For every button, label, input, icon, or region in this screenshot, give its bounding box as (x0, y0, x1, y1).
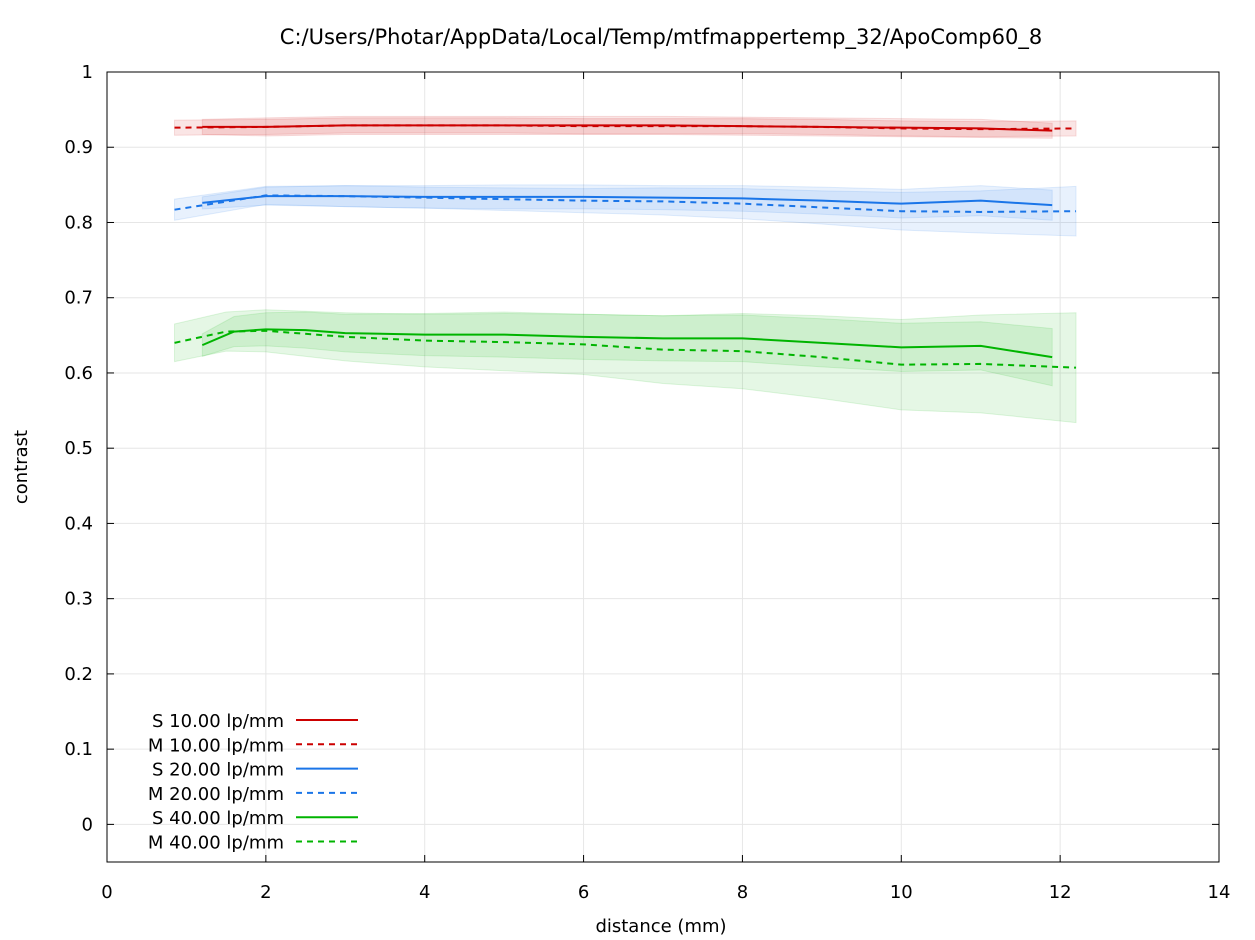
y-tick-label: 0.5 (64, 438, 93, 459)
legend-entry-label: M 40.00 lp/mm (148, 833, 284, 854)
x-tick-label: 0 (101, 882, 112, 903)
series-line (174, 194, 1077, 213)
x-tick-label: 2 (260, 882, 271, 903)
y-axis-label: contrast (11, 430, 32, 504)
plot-frame (106, 71, 1220, 863)
x-axis-label: distance (mm) (595, 916, 726, 937)
confidence-band (201, 311, 1053, 387)
grid-lines (107, 72, 1219, 862)
confidence-bands (174, 115, 1077, 424)
y-tick-label: 0.1 (64, 739, 93, 760)
x-tick-label: 12 (1049, 882, 1072, 903)
y-tick-label: 0.2 (64, 664, 93, 685)
y-tick-label: 0.7 (64, 288, 93, 309)
confidence-band (174, 309, 1077, 424)
y-tick-label: 0.6 (64, 363, 93, 384)
legend: S 10.00 lp/mm M 10.00 lp/mm S 20.00 lp/mm M… (148, 711, 358, 854)
legend-entry-label: S 40.00 lp/mm (152, 808, 284, 829)
confidence-band (201, 115, 1053, 139)
y-tick-label: 0.4 (64, 513, 93, 534)
legend-entry-label: M 20.00 lp/mm (148, 784, 284, 805)
chart-title: C:/Users/Photar/AppData/Local/Temp/mtfma… (280, 25, 1042, 50)
confidence-band (201, 184, 1053, 221)
x-tick-label: 6 (578, 882, 589, 903)
y-tick-label: 1 (82, 62, 93, 83)
legend-entry-label: M 10.00 lp/mm (148, 735, 284, 756)
x-tick-label: 10 (890, 882, 913, 903)
x-tick-label: 4 (419, 882, 430, 903)
series-lines (174, 124, 1077, 369)
y-tick-label: 0.8 (64, 212, 93, 233)
confidence-band (174, 117, 1077, 138)
y-tick-label: 0.3 (64, 589, 93, 610)
x-tick-label: 14 (1208, 882, 1231, 903)
series-line (174, 329, 1077, 369)
y-tick-label: 0.9 (64, 137, 93, 158)
legend-entry-label: S 10.00 lp/mm (152, 711, 284, 732)
series-line (174, 124, 1077, 131)
confidence-band (174, 185, 1077, 237)
axis-ticks: 0 2 4 6 8 10 12 14 0 0.1 0.2 0.3 0.4 0.5 0.6 0.7 0.8 0.9 1 (64, 62, 1230, 903)
series-line (201, 328, 1053, 359)
y-tick-label: 0 (82, 814, 93, 835)
x-tick-label: 8 (737, 882, 748, 903)
legend-entry-label: S 20.00 lp/mm (152, 760, 284, 781)
